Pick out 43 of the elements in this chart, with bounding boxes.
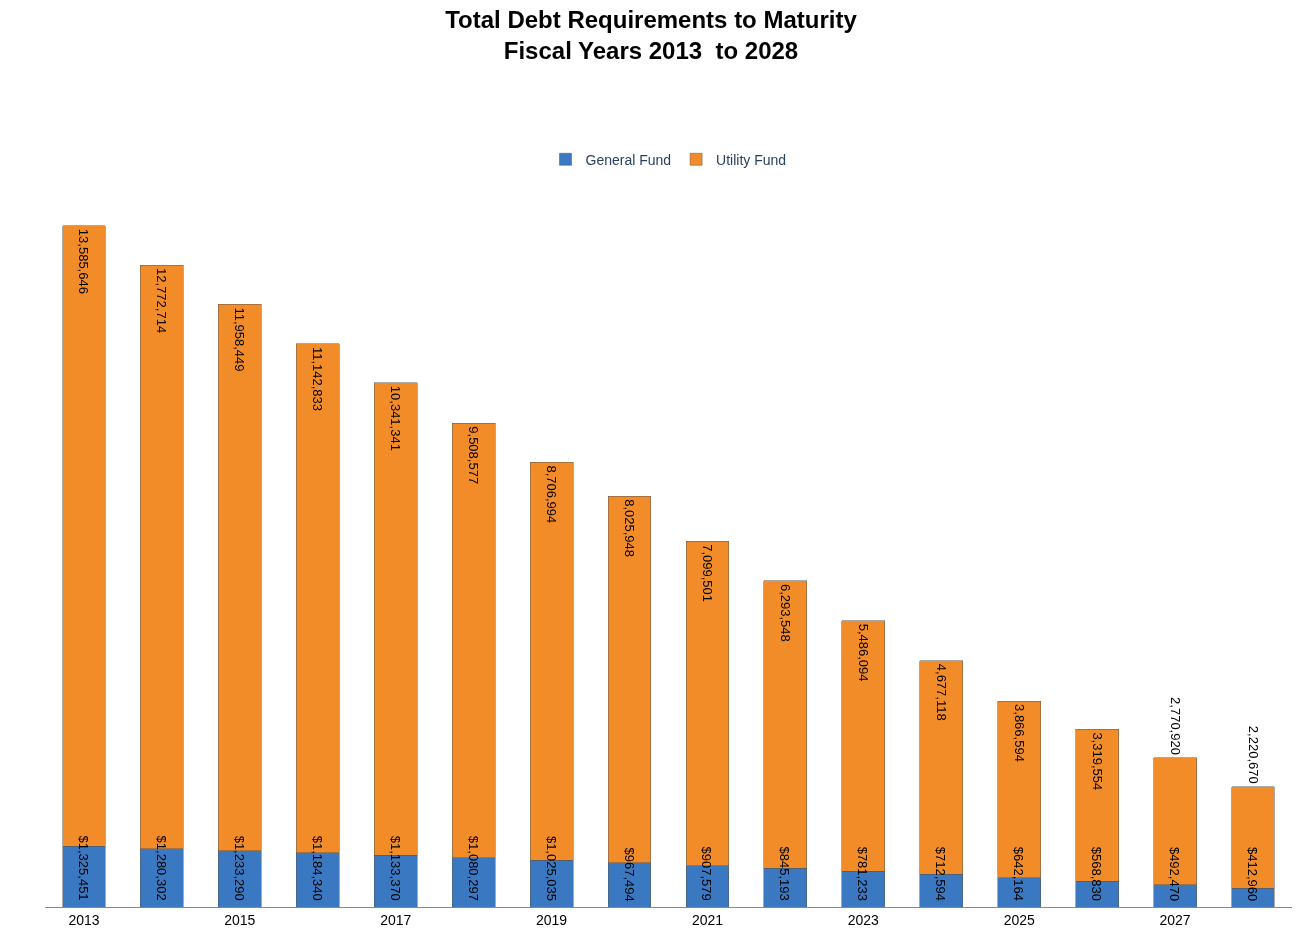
data-label: 7,099,501 — [699, 544, 715, 603]
x-tick-label: 2013 — [68, 911, 100, 928]
data-label: $967,494 — [621, 847, 637, 902]
data-label: $1,280,302 — [154, 835, 170, 901]
data-label: 11,142,833 — [310, 346, 326, 411]
x-tick-label: 2023 — [847, 911, 880, 928]
data-label: 12,772,714 — [154, 268, 170, 334]
data-label: 6,293,548 — [777, 583, 793, 642]
x-tick-label: 2015 — [224, 911, 256, 928]
data-label: 11,958,449 — [232, 307, 248, 372]
data-label: 9,508,577 — [466, 426, 482, 485]
data-label: 8,025,948 — [622, 499, 638, 558]
x-tick-label: 2025 — [1003, 911, 1035, 928]
data-label: $412,960 — [1245, 846, 1261, 902]
data-label: 5,486,094 — [855, 623, 871, 682]
data-label: $907,579 — [699, 846, 715, 901]
data-label: 3,866,594 — [1011, 704, 1027, 762]
chart-title: Total Debt Requirements to Maturity Fiscal Years 2013 to 2028 — [445, 6, 858, 65]
data-label: $1,325,451 — [76, 835, 92, 901]
data-label: 2,220,670 — [1245, 725, 1261, 784]
data-label: $781,233 — [855, 846, 871, 901]
legend-label: Utility Fund — [716, 151, 787, 168]
legend-label: General Fund — [585, 151, 672, 168]
data-label: $568,830 — [1089, 846, 1105, 902]
x-tick-label: 2017 — [380, 911, 412, 928]
data-label: 2,770,920 — [1167, 697, 1183, 755]
data-label: $712,594 — [933, 846, 949, 901]
data-label: $845,193 — [777, 846, 793, 901]
data-label: $1,080,297 — [466, 835, 482, 901]
data-label: 3,319,554 — [1089, 732, 1105, 791]
data-label: 4,677,118 — [933, 663, 949, 721]
x-tick-label: 2019 — [536, 911, 568, 928]
data-label: $492,470 — [1167, 846, 1183, 902]
data-label: $1,233,290 — [232, 835, 248, 901]
x-tick-label: 2027 — [1159, 911, 1191, 928]
data-label: 13,585,646 — [76, 228, 92, 294]
data-label: $1,184,340 — [310, 835, 326, 901]
x-tick-label: 2021 — [691, 911, 724, 928]
data-label: $1,133,370 — [388, 835, 404, 901]
data-label: 10,341,341 — [388, 385, 404, 451]
data-label: $1,025,035 — [544, 835, 560, 901]
data-label: 8,706,994 — [544, 465, 560, 524]
data-label: $642,164 — [1011, 846, 1027, 902]
